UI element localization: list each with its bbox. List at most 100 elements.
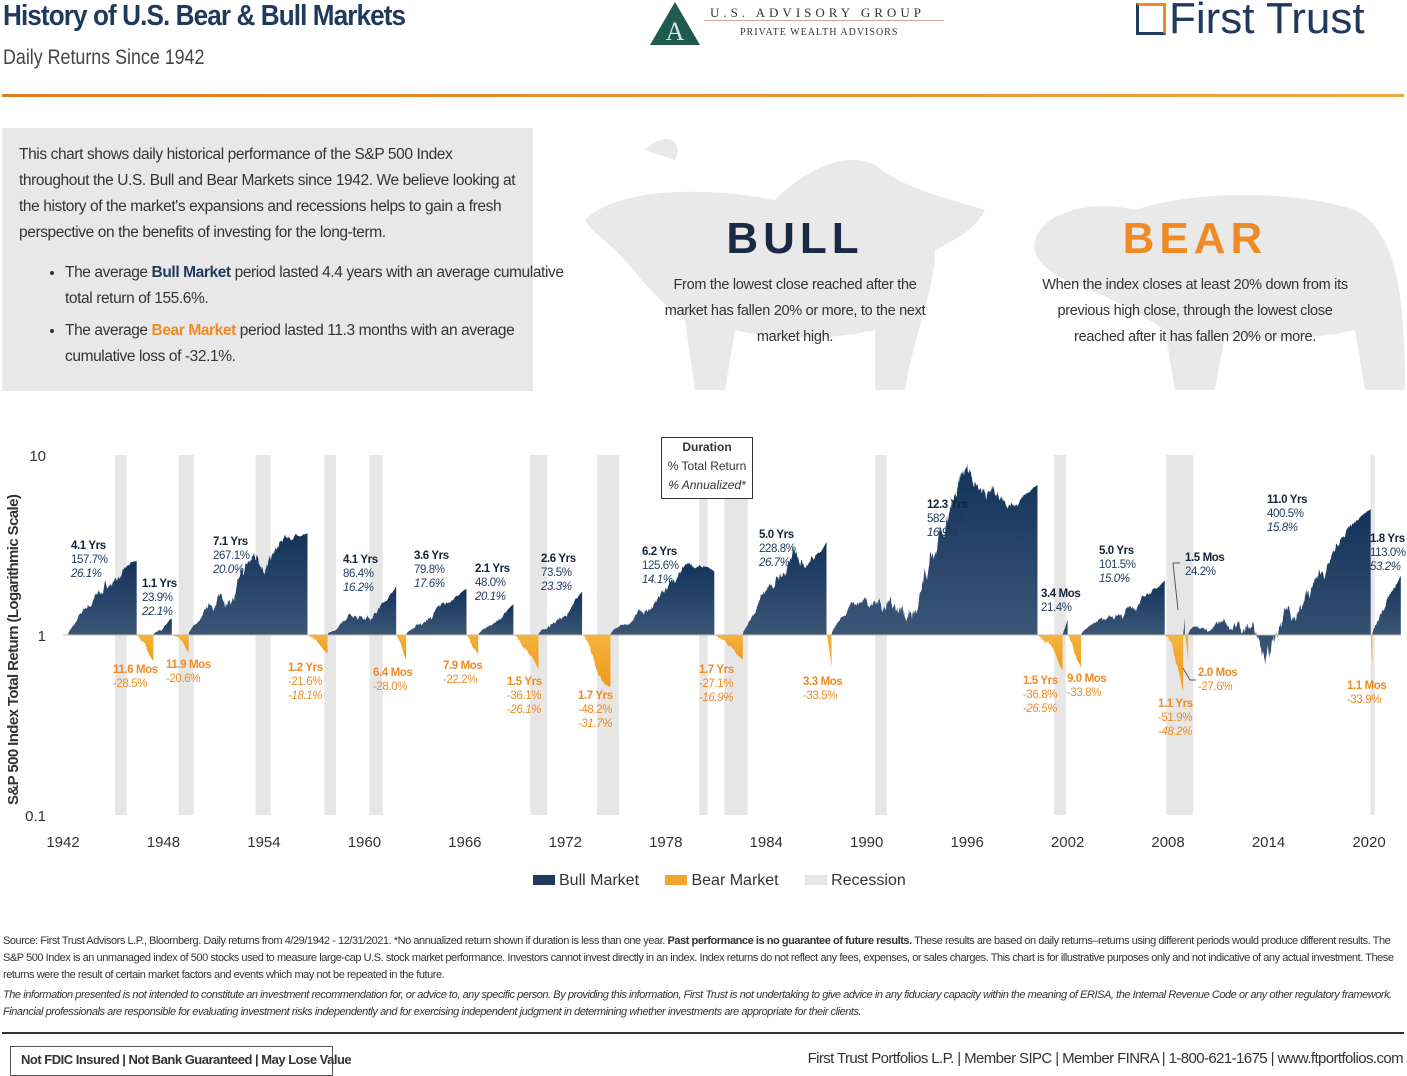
segment-duration: 1.5 Yrs [1023, 675, 1058, 687]
segment-annualized: -26.1% [507, 704, 541, 716]
segment-duration: 7.9 Mos [443, 660, 482, 672]
segment-annualized: 16.9% [927, 527, 958, 539]
source-text: Source: First Trust Advisors L.P., Bloom… [3, 935, 668, 947]
bear-segment-label: 2.0 Mos -27.6% [1198, 667, 1238, 693]
segment-total-return: 86.4% [343, 568, 374, 580]
x-tick-label: 2014 [1252, 834, 1285, 851]
legend-label: Recession [831, 872, 906, 889]
x-tick-label: 1948 [147, 834, 180, 851]
segment-duration: 1.7 Yrs [699, 664, 734, 676]
bear-market-area [1067, 635, 1082, 668]
x-tick-label: 2008 [1151, 834, 1184, 851]
bear-segment-label: 6.4 Mos -28.0% [373, 667, 413, 693]
segment-annualized: 23.3% [540, 581, 572, 593]
segment-total-return: 79.8% [414, 564, 445, 576]
segment-total-return: -27.6% [1198, 681, 1232, 693]
bullet-text: period lasted 4.4 years with an average … [65, 264, 564, 307]
bear-description: When the index closes at least 20% down … [1042, 277, 1348, 345]
segment-annualized: 20.0% [212, 564, 244, 576]
x-tick-label: 1996 [950, 834, 983, 851]
leader-line [1182, 667, 1196, 681]
segment-annualized: 14.1% [642, 574, 673, 586]
bear-segment-label: 1.1 Mos -33.9% [1347, 680, 1387, 706]
segment-total-return: -36.1% [507, 690, 541, 702]
legend-swatch [665, 875, 688, 885]
bull-segment-label: 5.0 Yrs 101.5% 15.0% [1099, 545, 1136, 585]
x-tick-label: 1978 [649, 834, 682, 851]
bull-description: From the lowest close reached after the … [664, 277, 926, 345]
bear-market-area [714, 635, 743, 660]
first-trust-logo: First Trust [1136, 0, 1365, 44]
bull-segment-label: 2.1 Yrs 48.0% 20.1% [474, 563, 510, 603]
bull-market-area [153, 618, 172, 635]
usag-divider [704, 20, 944, 21]
first-trust-wordmark: First Trust [1169, 0, 1365, 43]
bullet-emphasis: Bull Market [151, 264, 232, 281]
segment-total-return: 228.8% [759, 543, 796, 555]
contact-line: First Trust Portfolios L.P. | Member SIP… [807, 1050, 1404, 1067]
segment-total-return: -27.1% [699, 678, 733, 690]
bull-segment-label: 6.2 Yrs 125.6% 14.1% [642, 546, 679, 586]
segment-annualized: 53.2% [1370, 561, 1401, 573]
segment-duration: 1.5 Yrs [507, 676, 542, 688]
segment-total-return: 48.0% [475, 577, 506, 589]
source-text: These results are based on daily returns… [3, 935, 1394, 981]
bear-segment-label: 1.5 Yrs -36.1% -26.1% [507, 676, 542, 716]
segment-annualized: 15.0% [1099, 573, 1130, 585]
bull-market-area [1188, 509, 1371, 666]
bull-segment-label: 5.0 Yrs 228.8% 26.7% [758, 529, 796, 569]
bear-segment-label: 11.9 Mos -20.6% [166, 659, 211, 685]
segment-annualized: -18.1% [288, 690, 322, 702]
segment-total-return: -28.5% [113, 678, 147, 690]
segment-total-return: -33.9% [1347, 694, 1381, 706]
segment-duration: 6.4 Mos [373, 667, 412, 679]
segment-total-return: -20.6% [166, 673, 200, 685]
us-advisory-group-logo: A U.S. ADVISORY GROUP PRIVATE WEALTH ADV… [648, 0, 948, 48]
bull-market-area [610, 562, 715, 635]
bear-segment-label: 7.9 Mos -22.2% [443, 660, 483, 686]
usag-tagline: PRIVATE WEALTH ADVISORS [740, 27, 899, 38]
segment-duration: 11.0 Yrs [1267, 494, 1307, 506]
x-tick-label: 1942 [46, 834, 79, 851]
bear-market-area [466, 635, 479, 655]
intro-box: This chart shows daily historical perfor… [2, 128, 564, 391]
segment-annualized: -31.7% [578, 718, 612, 730]
first-trust-mark-icon [1136, 3, 1166, 35]
key-duration: Duration [682, 440, 732, 454]
segment-duration: 4.1 Yrs [343, 554, 378, 566]
bear-segment-label: 3.3 Mos -33.5% [803, 676, 843, 702]
segment-annualized: -48.2% [1158, 726, 1192, 738]
segment-duration: 1.8 Yrs [1370, 533, 1405, 545]
intro-bullets: The average Bull Market period lasted 4.… [19, 260, 565, 376]
bull-heading: BULL [726, 214, 864, 263]
market-areas [63, 463, 1401, 693]
bull-market-area [1183, 618, 1185, 635]
segment-total-return: 73.5% [541, 567, 572, 579]
x-tick-label: 1990 [850, 834, 883, 851]
segment-total-return: -48.2% [578, 704, 612, 716]
segment-annualized: 26.1% [70, 568, 102, 580]
segment-duration: 2.6 Yrs [541, 553, 576, 565]
segment-total-return: -21.6% [288, 676, 322, 688]
x-tick-label: 1984 [750, 834, 783, 851]
label-key-box: Duration % Total Return % Annualized* [661, 437, 753, 499]
segment-labels: 4.1 Yrs 157.7% 26.1% 11.6 Mos -28.5% 1.1 Yrs 2… [70, 494, 1406, 738]
segment-total-return: -33.8% [1067, 687, 1101, 699]
bear-market-area [1164, 635, 1184, 693]
x-tick-label: 2020 [1352, 834, 1385, 851]
intro-paragraph: This chart shows daily historical perfor… [19, 146, 516, 241]
segment-duration: 1.1 Mos [1347, 680, 1386, 692]
segment-annualized: 26.7% [758, 557, 790, 569]
bear-market-area [513, 635, 539, 670]
bull-market-area [742, 542, 827, 635]
segment-total-return: -22.2% [443, 674, 477, 686]
bull-market-area [538, 591, 583, 635]
segment-duration: 2.0 Mos [1198, 667, 1237, 679]
bear-market-area [1037, 635, 1063, 671]
bull-market-area [327, 586, 397, 635]
segment-total-return: -51.9% [1158, 712, 1192, 724]
segment-total-return: 157.7% [71, 554, 108, 566]
x-tick-label: 1960 [348, 834, 381, 851]
page-title: History of U.S. Bear & Bull Markets [3, 0, 406, 32]
segment-total-return: -36.8% [1023, 689, 1057, 701]
